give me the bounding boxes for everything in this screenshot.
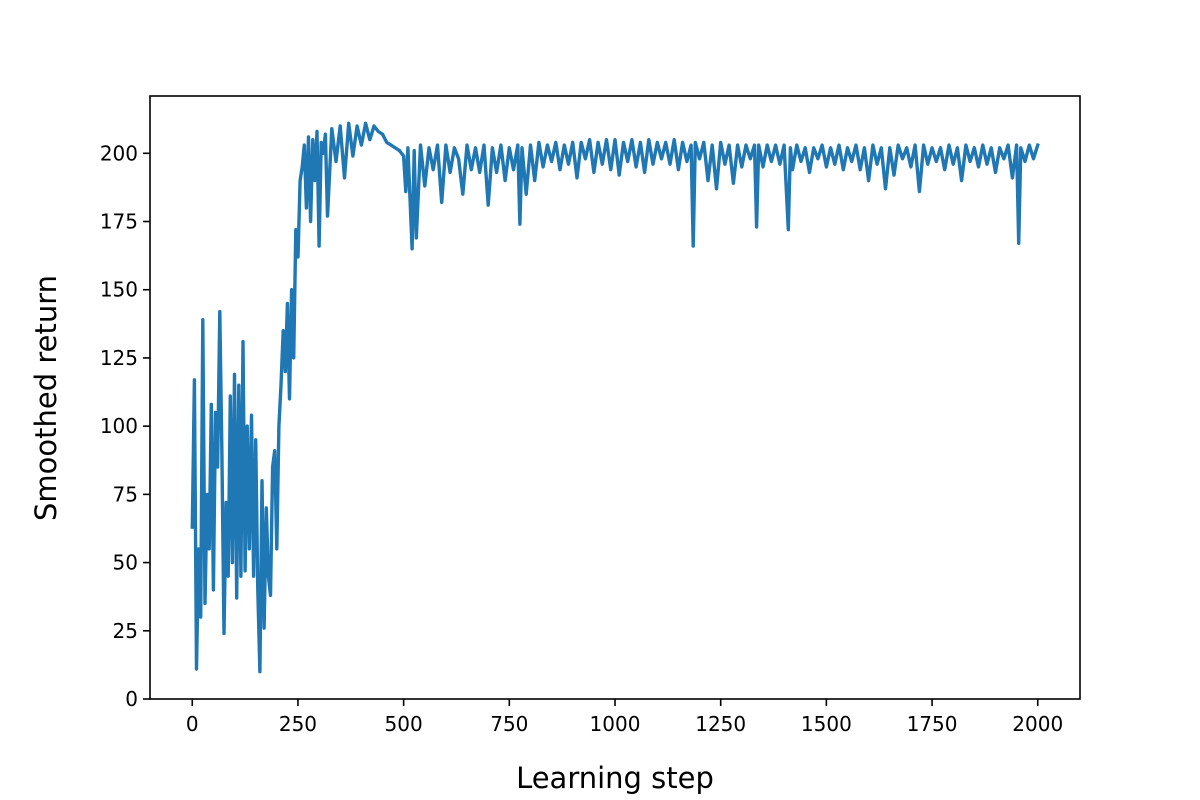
y-tick-label: 200 [100, 141, 138, 165]
x-tick-label: 1000 [590, 712, 641, 736]
x-tick-label: 750 [490, 712, 528, 736]
x-axis: 0 250 500 750 1000 1250 1500 1750 2000 [186, 699, 1063, 736]
y-tick-label: 150 [100, 278, 138, 302]
x-tick-label: 250 [279, 712, 317, 736]
x-tick-label: 1500 [801, 712, 852, 736]
series-line-0 [190, 121, 1040, 674]
y-tick-label: 125 [100, 346, 138, 370]
plot-area [190, 121, 1040, 674]
y-axis-title: Smoothed return [29, 275, 63, 521]
x-tick-label: 0 [186, 712, 199, 736]
y-axis: 0 25 50 75 100 125 150 175 200 [100, 141, 150, 711]
x-tick-label: 1250 [695, 712, 746, 736]
y-tick-label: 0 [125, 687, 138, 711]
y-tick-label: 25 [113, 619, 138, 643]
x-tick-label: 500 [385, 712, 423, 736]
y-tick-label: 75 [113, 482, 138, 506]
x-tick-label: 2000 [1012, 712, 1063, 736]
x-tick-label: 1750 [907, 712, 958, 736]
y-tick-label: 50 [113, 551, 138, 575]
y-tick-label: 100 [100, 414, 138, 438]
y-tick-label: 175 [100, 210, 138, 234]
x-axis-title: Learning step [516, 761, 714, 795]
